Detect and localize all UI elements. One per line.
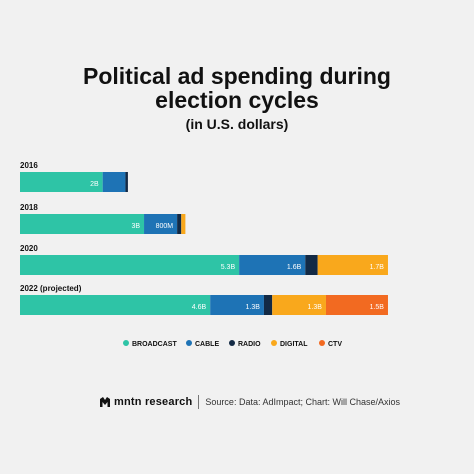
footer-divider	[198, 395, 200, 409]
category-label: 2016	[20, 161, 38, 170]
bar-segment-ctv	[325, 295, 388, 315]
legend-swatch	[229, 340, 235, 346]
data-label: 800M	[156, 223, 174, 230]
category-label: 2022 (projected)	[20, 284, 82, 293]
category-label: 2018	[20, 203, 38, 212]
bar-segment-radio	[177, 214, 182, 234]
data-label: 1.3B	[308, 304, 323, 311]
legend-item-ctv: CTV	[319, 340, 342, 348]
bar-segment-broadcast	[20, 255, 240, 275]
bar-segment-cable	[102, 172, 126, 192]
bar-segment-broadcast	[20, 295, 211, 315]
data-label: 3B	[131, 223, 140, 230]
source-note: Source: Data: AdImpact; Chart: Will Chas…	[205, 397, 400, 407]
bar-segment-broadcast	[20, 172, 103, 192]
chart-subtitle: (in U.S. dollars)	[185, 116, 289, 132]
legend-item-digital: DIGITAL	[271, 340, 308, 348]
data-label: 4.6B	[192, 304, 207, 311]
legend-swatch	[319, 340, 325, 346]
data-label: 1.7B	[370, 264, 385, 271]
legend-label: BROADCAST	[132, 341, 177, 348]
legend-item-broadcast: BROADCAST	[123, 340, 177, 348]
bar-segment-cable	[144, 214, 178, 234]
legend-swatch	[271, 340, 277, 346]
data-label: 5.3B	[221, 264, 236, 271]
data-label: 1.6B	[287, 264, 302, 271]
bar-segment-digital	[181, 214, 186, 234]
legend-label: DIGITAL	[280, 341, 308, 348]
bar-segment-cable	[239, 255, 306, 275]
chart-title-line-2: election cycles	[155, 87, 319, 113]
bar-segment-digital	[272, 295, 326, 315]
mntn-logo-icon	[100, 397, 110, 407]
bar-segment-cable	[210, 295, 264, 315]
legend-label: CTV	[328, 341, 342, 348]
bar-segment-radio	[305, 255, 318, 275]
bar-segment-radio	[125, 172, 128, 192]
footer: mntn research Source: Data: AdImpact; Ch…	[100, 394, 400, 410]
category-label: 2020	[20, 244, 38, 253]
legend-label: CABLE	[195, 341, 219, 348]
legend-label: RADIO	[238, 341, 261, 348]
bar-segment-digital	[317, 255, 388, 275]
legend-item-cable: CABLE	[186, 340, 219, 348]
data-label: 1.5B	[370, 304, 385, 311]
brand-name: mntn research	[114, 396, 193, 408]
legend-swatch	[186, 340, 192, 346]
stacked-bar-chart: 2016 2B 2018 3B 800M 2020 5.3B 1.6B 1.7B 2022 (pr…	[20, 161, 388, 348]
data-label: 1.3B	[246, 304, 261, 311]
chart-title: Political ad spending during election cy…	[0, 64, 474, 112]
legend-swatch	[123, 340, 129, 346]
chart-title-line-1: Political ad spending during	[83, 63, 391, 89]
legend-item-radio: RADIO	[229, 340, 261, 348]
bar-segment-broadcast	[20, 214, 145, 234]
bar-segment-radio	[263, 295, 273, 315]
data-label: 2B	[90, 181, 99, 188]
